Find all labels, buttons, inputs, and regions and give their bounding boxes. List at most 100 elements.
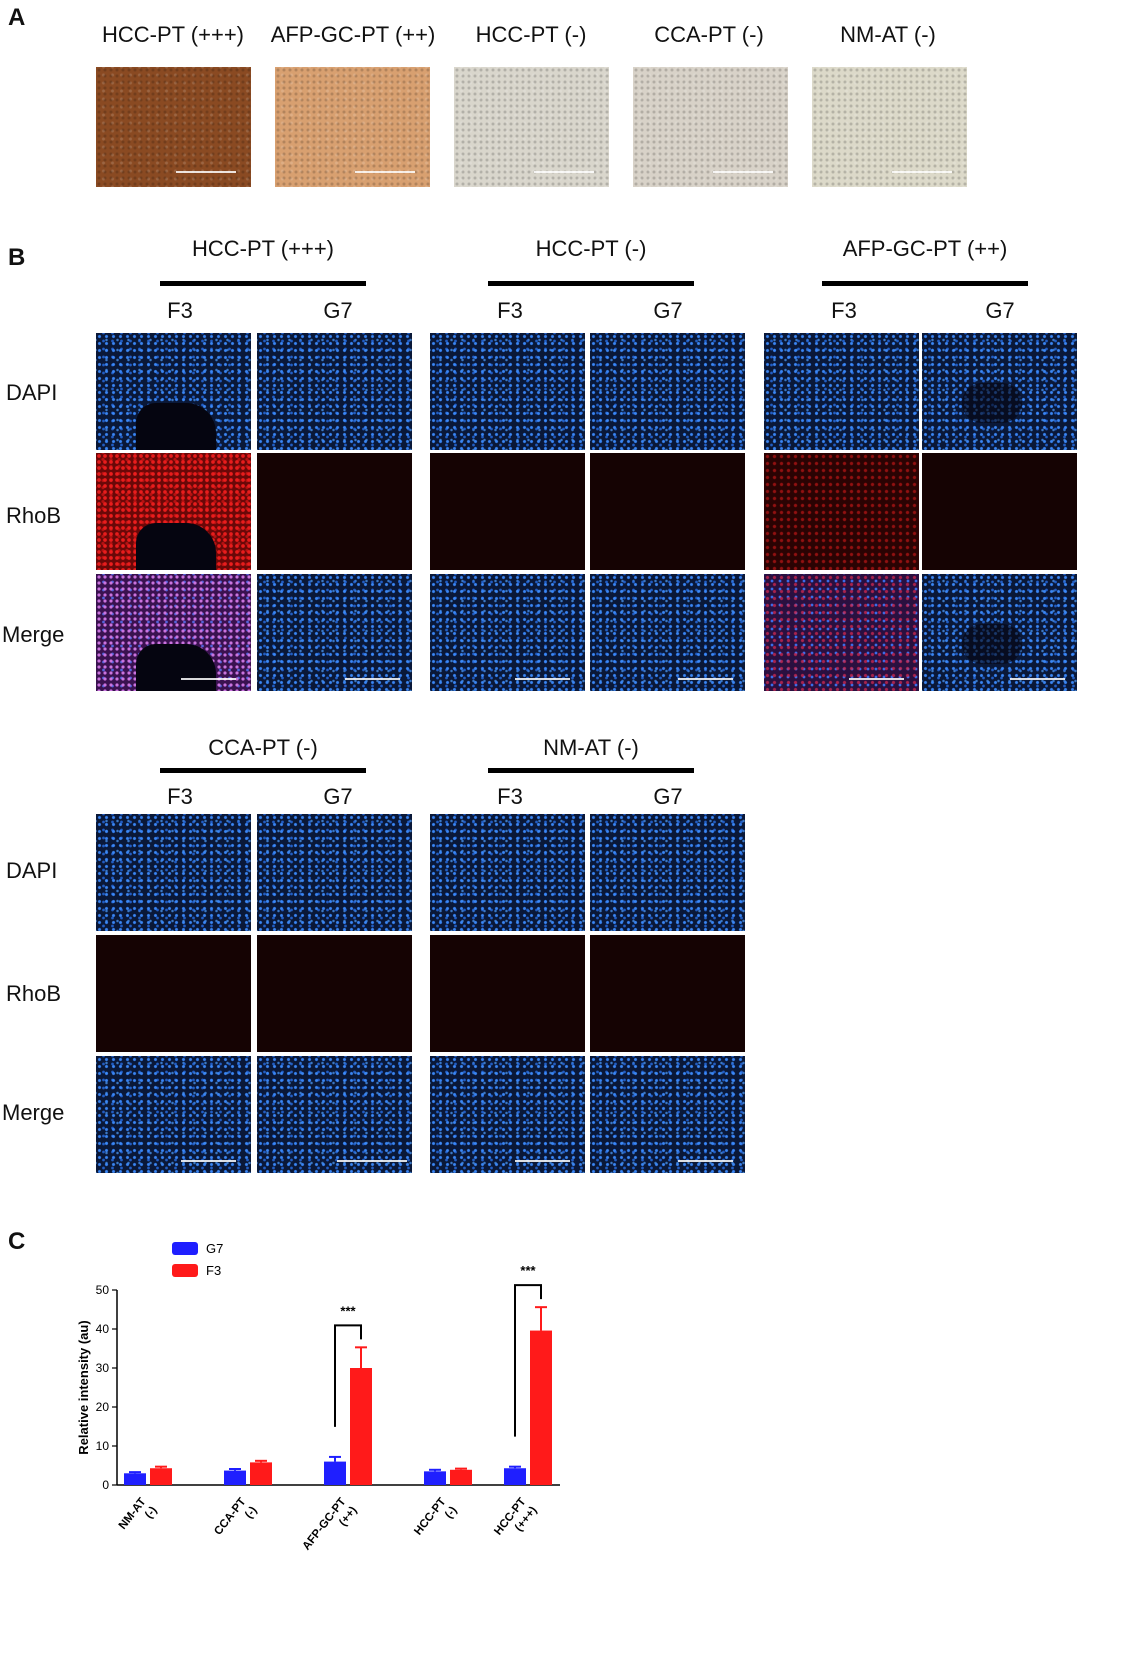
group-divider bbox=[488, 281, 694, 286]
bar-f3 bbox=[450, 1469, 472, 1485]
dapi-image-f3 bbox=[96, 333, 251, 450]
rhob-image-f3 bbox=[96, 935, 251, 1052]
ihc-title-1: HCC-PT (+++) bbox=[101, 22, 244, 47]
ihc-title-3: HCC-PT (-) bbox=[475, 22, 587, 47]
y-tick-label: 20 bbox=[96, 1400, 110, 1414]
dapi-image-f3 bbox=[430, 333, 585, 450]
legend-label-f3: F3 bbox=[206, 1263, 221, 1278]
dapi-image-g7 bbox=[590, 814, 745, 931]
merge-image-f3 bbox=[430, 1056, 585, 1173]
ihc-image-1 bbox=[96, 67, 251, 187]
x-tick-label: AFP-GC-PT(++) bbox=[301, 1496, 360, 1553]
ihc-image-4 bbox=[633, 67, 788, 187]
merge-image-f3 bbox=[96, 1056, 251, 1173]
merge-image-g7 bbox=[257, 574, 412, 691]
bar-g7 bbox=[124, 1473, 146, 1485]
x-tick-label: HCC-PT(+++) bbox=[492, 1496, 539, 1538]
col-label-f3: F3 bbox=[167, 784, 193, 809]
x-tick-label-line: HCC-PT bbox=[412, 1496, 448, 1538]
group-title: NM-AT (-) bbox=[543, 735, 639, 760]
ihc-image-2 bbox=[275, 67, 430, 187]
ihc-title-5: NM-AT (-) bbox=[840, 22, 936, 47]
ihc-title-2: AFP-GC-PT (++) bbox=[270, 22, 436, 47]
merge-image-f3 bbox=[96, 574, 251, 691]
ihc-image-3 bbox=[454, 67, 609, 187]
panel-label-b: B bbox=[8, 244, 26, 271]
dapi-image-g7 bbox=[257, 814, 412, 931]
rhob-image-g7 bbox=[590, 453, 745, 570]
col-label-g7: G7 bbox=[985, 298, 1015, 323]
dapi-image-g7 bbox=[590, 333, 745, 450]
row-label-rhob: RhoB bbox=[6, 981, 62, 1006]
merge-image-g7 bbox=[257, 1056, 412, 1173]
group-title: CCA-PT (-) bbox=[208, 735, 318, 760]
y-tick-label: 10 bbox=[96, 1439, 110, 1453]
dapi-image-f3 bbox=[764, 333, 919, 450]
dapi-image-f3 bbox=[430, 814, 585, 931]
dapi-image-f3 bbox=[96, 814, 251, 931]
rhob-image-g7 bbox=[257, 453, 412, 570]
col-label-f3: F3 bbox=[497, 784, 523, 809]
col-label-g7: G7 bbox=[323, 298, 353, 323]
ihc-image-5 bbox=[812, 67, 967, 187]
significance-bracket bbox=[334, 1324, 362, 1427]
ihc-title-4: CCA-PT (-) bbox=[654, 22, 764, 47]
bar-f3 bbox=[350, 1368, 372, 1485]
dapi-image-g7 bbox=[922, 333, 1077, 450]
bar-g7 bbox=[224, 1470, 246, 1485]
significance-bracket bbox=[514, 1284, 542, 1437]
bar-f3 bbox=[530, 1330, 552, 1485]
bar-chart: 0 10 20 30 40 50 Relative intensity (au) NM-AT(… bbox=[76, 1241, 560, 1553]
x-tick-label: HCC-PT(-) bbox=[412, 1496, 459, 1538]
rhob-image-f3 bbox=[430, 453, 585, 570]
significance-label: *** bbox=[340, 1303, 356, 1318]
rhob-image-g7 bbox=[257, 935, 412, 1052]
col-label-g7: G7 bbox=[653, 784, 683, 809]
col-label-f3: F3 bbox=[831, 298, 857, 323]
col-label-g7: G7 bbox=[323, 784, 353, 809]
rhob-image-g7 bbox=[922, 453, 1077, 570]
merge-image-g7 bbox=[922, 574, 1077, 691]
panel-label-c: C bbox=[8, 1228, 26, 1255]
rhob-image-f3 bbox=[430, 935, 585, 1052]
legend-label-g7: G7 bbox=[206, 1241, 223, 1256]
rhob-image-g7 bbox=[590, 935, 745, 1052]
row-label-merge: Merge bbox=[2, 1100, 65, 1125]
merge-image-g7 bbox=[590, 1056, 745, 1173]
y-axis-label: Relative intensity (au) bbox=[76, 1320, 91, 1454]
x-tick-label: CCA-PT(-) bbox=[212, 1496, 259, 1538]
row-label-dapi: DAPI bbox=[6, 858, 58, 883]
col-label-g7: G7 bbox=[653, 298, 683, 323]
group-divider bbox=[488, 768, 694, 773]
panel-label-a: A bbox=[8, 4, 26, 31]
bar-g7 bbox=[424, 1471, 446, 1485]
merge-image-f3 bbox=[764, 574, 919, 691]
col-label-f3: F3 bbox=[167, 298, 193, 323]
rhob-image-f3 bbox=[764, 453, 919, 570]
legend-swatch-g7 bbox=[172, 1242, 198, 1255]
x-tick-label-line: CCA-PT bbox=[212, 1496, 248, 1538]
y-tick-label: 40 bbox=[96, 1322, 110, 1336]
group-title: HCC-PT (-) bbox=[535, 236, 647, 261]
significance-label: *** bbox=[520, 1263, 536, 1278]
y-tick-label: 50 bbox=[96, 1283, 110, 1297]
merge-image-f3 bbox=[430, 574, 585, 691]
legend-swatch-f3 bbox=[172, 1264, 198, 1277]
bar-g7 bbox=[504, 1468, 526, 1485]
group-divider bbox=[160, 768, 366, 773]
row-label-dapi: DAPI bbox=[6, 380, 58, 405]
row-label-merge: Merge bbox=[2, 622, 65, 647]
bar-f3 bbox=[250, 1462, 272, 1485]
group-divider bbox=[822, 281, 1028, 286]
row-label-rhob: RhoB bbox=[6, 503, 62, 528]
dapi-image-g7 bbox=[257, 333, 412, 450]
y-tick-label: 0 bbox=[102, 1478, 109, 1492]
group-divider bbox=[160, 281, 366, 286]
bar-f3 bbox=[150, 1468, 172, 1485]
col-label-f3: F3 bbox=[497, 298, 523, 323]
y-tick-label: 30 bbox=[96, 1361, 110, 1375]
merge-image-g7 bbox=[590, 574, 745, 691]
group-title: AFP-GC-PT (++) bbox=[842, 236, 1008, 261]
x-tick-label: NM-AT(-) bbox=[117, 1496, 160, 1532]
rhob-image-f3 bbox=[96, 453, 251, 570]
